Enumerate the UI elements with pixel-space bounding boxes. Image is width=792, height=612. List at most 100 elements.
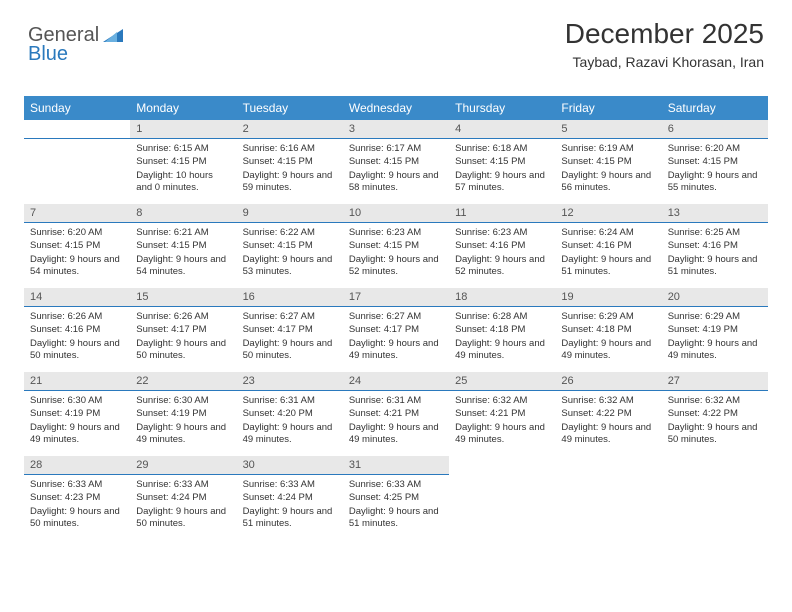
sunset-text: Sunset: 4:17 PM bbox=[243, 324, 337, 336]
sunset-text: Sunset: 4:16 PM bbox=[30, 324, 124, 336]
day-info: Sunrise: 6:25 AMSunset: 4:16 PMDaylight:… bbox=[662, 223, 768, 281]
daylight-text: Daylight: 9 hours and 49 minutes. bbox=[561, 338, 655, 363]
sunrise-text: Sunrise: 6:32 AM bbox=[668, 395, 762, 407]
sunrise-text: Sunrise: 6:33 AM bbox=[136, 479, 230, 491]
day-info: Sunrise: 6:32 AMSunset: 4:22 PMDaylight:… bbox=[662, 391, 768, 449]
sunset-text: Sunset: 4:24 PM bbox=[136, 492, 230, 504]
day-info: Sunrise: 6:30 AMSunset: 4:19 PMDaylight:… bbox=[24, 391, 130, 449]
sunset-text: Sunset: 4:15 PM bbox=[349, 156, 443, 168]
calendar-cell: 31Sunrise: 6:33 AMSunset: 4:25 PMDayligh… bbox=[343, 456, 449, 540]
location: Taybad, Razavi Khorasan, Iran bbox=[565, 54, 764, 70]
sunset-text: Sunset: 4:16 PM bbox=[561, 240, 655, 252]
calendar-cell: 26Sunrise: 6:32 AMSunset: 4:22 PMDayligh… bbox=[555, 372, 661, 456]
day-info: Sunrise: 6:23 AMSunset: 4:16 PMDaylight:… bbox=[449, 223, 555, 281]
day-info: Sunrise: 6:32 AMSunset: 4:22 PMDaylight:… bbox=[555, 391, 661, 449]
day-info: Sunrise: 6:20 AMSunset: 4:15 PMDaylight:… bbox=[662, 139, 768, 197]
calendar-cell: 10Sunrise: 6:23 AMSunset: 4:15 PMDayligh… bbox=[343, 204, 449, 288]
day-number: 2 bbox=[237, 120, 343, 139]
sunset-text: Sunset: 4:15 PM bbox=[243, 240, 337, 252]
calendar-cell bbox=[555, 456, 661, 540]
calendar-cell bbox=[662, 456, 768, 540]
daylight-text: Daylight: 9 hours and 49 minutes. bbox=[561, 422, 655, 447]
sunset-text: Sunset: 4:21 PM bbox=[349, 408, 443, 420]
day-info: Sunrise: 6:20 AMSunset: 4:15 PMDaylight:… bbox=[24, 223, 130, 281]
calendar-cell: 28Sunrise: 6:33 AMSunset: 4:23 PMDayligh… bbox=[24, 456, 130, 540]
calendar-row: 21Sunrise: 6:30 AMSunset: 4:19 PMDayligh… bbox=[24, 372, 768, 456]
day-number: 3 bbox=[343, 120, 449, 139]
daylight-text: Daylight: 9 hours and 49 minutes. bbox=[668, 338, 762, 363]
sunset-text: Sunset: 4:15 PM bbox=[243, 156, 337, 168]
daylight-text: Daylight: 9 hours and 57 minutes. bbox=[455, 170, 549, 195]
sunset-text: Sunset: 4:15 PM bbox=[136, 156, 230, 168]
calendar-cell: 13Sunrise: 6:25 AMSunset: 4:16 PMDayligh… bbox=[662, 204, 768, 288]
weekday-header-row: SundayMondayTuesdayWednesdayThursdayFrid… bbox=[24, 96, 768, 120]
day-info: Sunrise: 6:30 AMSunset: 4:19 PMDaylight:… bbox=[130, 391, 236, 449]
day-info: Sunrise: 6:33 AMSunset: 4:24 PMDaylight:… bbox=[237, 475, 343, 533]
calendar-cell bbox=[449, 456, 555, 540]
sunrise-text: Sunrise: 6:27 AM bbox=[349, 311, 443, 323]
day-number: 26 bbox=[555, 372, 661, 391]
sunset-text: Sunset: 4:20 PM bbox=[243, 408, 337, 420]
month-title: December 2025 bbox=[565, 18, 764, 50]
day-number: 31 bbox=[343, 456, 449, 475]
calendar-cell: 17Sunrise: 6:27 AMSunset: 4:17 PMDayligh… bbox=[343, 288, 449, 372]
sunrise-text: Sunrise: 6:32 AM bbox=[561, 395, 655, 407]
sunrise-text: Sunrise: 6:33 AM bbox=[349, 479, 443, 491]
weekday-header: Saturday bbox=[662, 96, 768, 120]
day-number: 29 bbox=[130, 456, 236, 475]
sunset-text: Sunset: 4:15 PM bbox=[30, 240, 124, 252]
day-number: 24 bbox=[343, 372, 449, 391]
daylight-text: Daylight: 9 hours and 49 minutes. bbox=[455, 338, 549, 363]
day-number: 4 bbox=[449, 120, 555, 139]
logo: GeneralBlue bbox=[28, 24, 125, 66]
sunrise-text: Sunrise: 6:28 AM bbox=[455, 311, 549, 323]
daylight-text: Daylight: 9 hours and 55 minutes. bbox=[668, 170, 762, 195]
day-info: Sunrise: 6:19 AMSunset: 4:15 PMDaylight:… bbox=[555, 139, 661, 197]
daylight-text: Daylight: 9 hours and 52 minutes. bbox=[455, 254, 549, 279]
day-number: 23 bbox=[237, 372, 343, 391]
day-number: 30 bbox=[237, 456, 343, 475]
day-number: 14 bbox=[24, 288, 130, 307]
day-info: Sunrise: 6:16 AMSunset: 4:15 PMDaylight:… bbox=[237, 139, 343, 197]
daylight-text: Daylight: 9 hours and 52 minutes. bbox=[349, 254, 443, 279]
daylight-text: Daylight: 9 hours and 50 minutes. bbox=[136, 338, 230, 363]
sunrise-text: Sunrise: 6:25 AM bbox=[668, 227, 762, 239]
daylight-text: Daylight: 9 hours and 49 minutes. bbox=[30, 422, 124, 447]
sunset-text: Sunset: 4:17 PM bbox=[349, 324, 443, 336]
logo-sail-icon bbox=[103, 28, 125, 47]
calendar-cell: 7Sunrise: 6:20 AMSunset: 4:15 PMDaylight… bbox=[24, 204, 130, 288]
sunrise-text: Sunrise: 6:31 AM bbox=[243, 395, 337, 407]
sunset-text: Sunset: 4:19 PM bbox=[668, 324, 762, 336]
calendar-cell: 16Sunrise: 6:27 AMSunset: 4:17 PMDayligh… bbox=[237, 288, 343, 372]
sunrise-text: Sunrise: 6:17 AM bbox=[349, 143, 443, 155]
day-number: 5 bbox=[555, 120, 661, 139]
day-info: Sunrise: 6:27 AMSunset: 4:17 PMDaylight:… bbox=[343, 307, 449, 365]
sunrise-text: Sunrise: 6:29 AM bbox=[668, 311, 762, 323]
calendar-row: 1Sunrise: 6:15 AMSunset: 4:15 PMDaylight… bbox=[24, 120, 768, 204]
daylight-text: Daylight: 9 hours and 51 minutes. bbox=[243, 506, 337, 531]
sunset-text: Sunset: 4:15 PM bbox=[455, 156, 549, 168]
day-number: 8 bbox=[130, 204, 236, 223]
day-info: Sunrise: 6:24 AMSunset: 4:16 PMDaylight:… bbox=[555, 223, 661, 281]
day-number: 6 bbox=[662, 120, 768, 139]
weekday-header: Tuesday bbox=[237, 96, 343, 120]
sunset-text: Sunset: 4:18 PM bbox=[561, 324, 655, 336]
day-info: Sunrise: 6:17 AMSunset: 4:15 PMDaylight:… bbox=[343, 139, 449, 197]
weekday-header: Friday bbox=[555, 96, 661, 120]
daylight-text: Daylight: 9 hours and 49 minutes. bbox=[243, 422, 337, 447]
sunrise-text: Sunrise: 6:29 AM bbox=[561, 311, 655, 323]
sunset-text: Sunset: 4:15 PM bbox=[561, 156, 655, 168]
day-number: 13 bbox=[662, 204, 768, 223]
sunrise-text: Sunrise: 6:30 AM bbox=[136, 395, 230, 407]
sunset-text: Sunset: 4:17 PM bbox=[136, 324, 230, 336]
daylight-text: Daylight: 9 hours and 49 minutes. bbox=[349, 422, 443, 447]
calendar-cell: 20Sunrise: 6:29 AMSunset: 4:19 PMDayligh… bbox=[662, 288, 768, 372]
day-info: Sunrise: 6:33 AMSunset: 4:24 PM Daylight:… bbox=[130, 475, 236, 533]
day-info: Sunrise: 6:26 AMSunset: 4:16 PMDaylight:… bbox=[24, 307, 130, 365]
sunrise-text: Sunrise: 6:24 AM bbox=[561, 227, 655, 239]
day-number: 28 bbox=[24, 456, 130, 475]
calendar-row: 14Sunrise: 6:26 AMSunset: 4:16 PMDayligh… bbox=[24, 288, 768, 372]
daylight-text: Daylight: 9 hours and 50 minutes. bbox=[136, 506, 230, 531]
calendar-cell: 27Sunrise: 6:32 AMSunset: 4:22 PMDayligh… bbox=[662, 372, 768, 456]
calendar-cell: 6Sunrise: 6:20 AMSunset: 4:15 PMDaylight… bbox=[662, 120, 768, 204]
